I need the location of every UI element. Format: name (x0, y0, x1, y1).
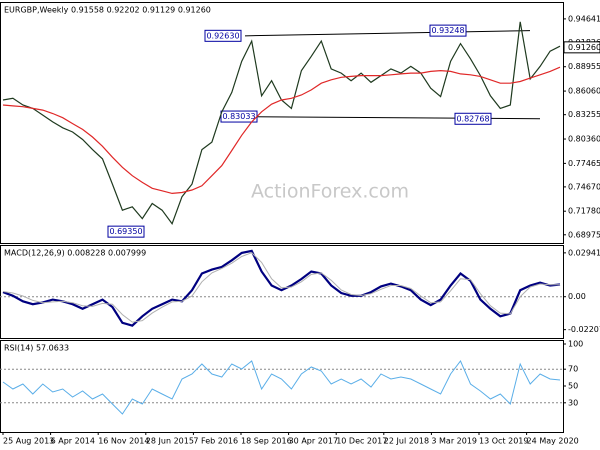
y-tick-label: 0.80360 (568, 135, 600, 144)
x-tick-label: 25 Aug 2013 (3, 437, 54, 446)
x-tick-label: 16 Nov 2014 (98, 437, 149, 446)
x-tick-label: 28 Jun 2015 (146, 437, 194, 446)
annotation-box (107, 225, 145, 238)
y-tick-label: 50 (568, 382, 578, 391)
x-tick-label: 18 Sep 2016 (241, 437, 292, 446)
x-tick-label: 10 Dec 2017 (336, 437, 387, 446)
y-tick-label: 0.88955 (568, 62, 600, 71)
panel-title: EURGBP,Weekly 0.91558 0.92202 0.91129 0.… (4, 6, 211, 15)
annotation-label: 0.69350 (109, 227, 142, 236)
y-tick-label: 0.00 (568, 292, 586, 301)
y-tick-label: 70 (568, 365, 578, 374)
trend-line (244, 30, 531, 37)
x-tick-label: 3 Mar 2019 (431, 437, 477, 446)
annotation-box (429, 24, 467, 37)
annotation-label: 0.82768 (456, 114, 489, 123)
panel-title: RSI(14) 57.0633 (4, 344, 69, 353)
x-tick-label: 30 Apr 2017 (289, 437, 338, 446)
y-tick-label: 0.77465 (568, 159, 600, 168)
x-tick-label: 7 Feb 2016 (193, 437, 238, 446)
y-tick-label: 0.029412 (568, 248, 600, 257)
y-tick-label: -0.022074 (568, 325, 600, 334)
annotation-box (204, 29, 242, 42)
panel-title: MACD(12,26,9) 0.008228 0.007999 (4, 249, 146, 258)
series-line (2, 360, 561, 415)
series-line (2, 66, 561, 195)
y-tick-label: 0.71780 (568, 207, 600, 216)
panel-frame (0, 2, 564, 244)
y-tick-label: 0.94641 (568, 14, 600, 23)
y-tick-label: 0.83255 (568, 110, 600, 119)
annotation-label: 0.83033 (222, 112, 255, 121)
annotation-label: 0.93248 (431, 26, 464, 35)
annotation-label: 0.92630 (206, 31, 239, 40)
last-price-label: 0.91260 (568, 43, 600, 52)
y-tick-label: 0.74670 (568, 182, 600, 191)
x-tick-label: 24 May 2020 (527, 437, 579, 446)
y-tick-label: 100 (568, 340, 583, 349)
x-tick-label: 13 Oct 2019 (479, 437, 528, 446)
panel-frame (0, 245, 564, 339)
y-tick-label: 0.86060 (568, 87, 600, 96)
y-tick-label: 0.68975 (568, 230, 600, 239)
x-tick-label: 6 Apr 2014 (51, 437, 95, 446)
annotation-box (454, 112, 492, 125)
watermark: ActionForex.com (251, 181, 409, 203)
x-tick-label: 22 Jul 2018 (384, 437, 429, 446)
series-line (2, 252, 560, 323)
last-price-box (563, 41, 600, 54)
y-tick-label: 30 (568, 398, 578, 407)
series-line (2, 249, 561, 327)
